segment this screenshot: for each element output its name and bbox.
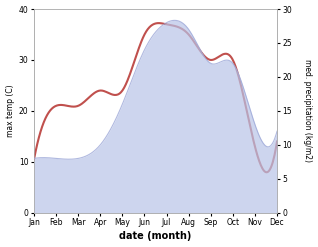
X-axis label: date (month): date (month) bbox=[119, 231, 192, 242]
Y-axis label: med. precipitation (kg/m2): med. precipitation (kg/m2) bbox=[303, 59, 313, 162]
Y-axis label: max temp (C): max temp (C) bbox=[5, 84, 15, 137]
